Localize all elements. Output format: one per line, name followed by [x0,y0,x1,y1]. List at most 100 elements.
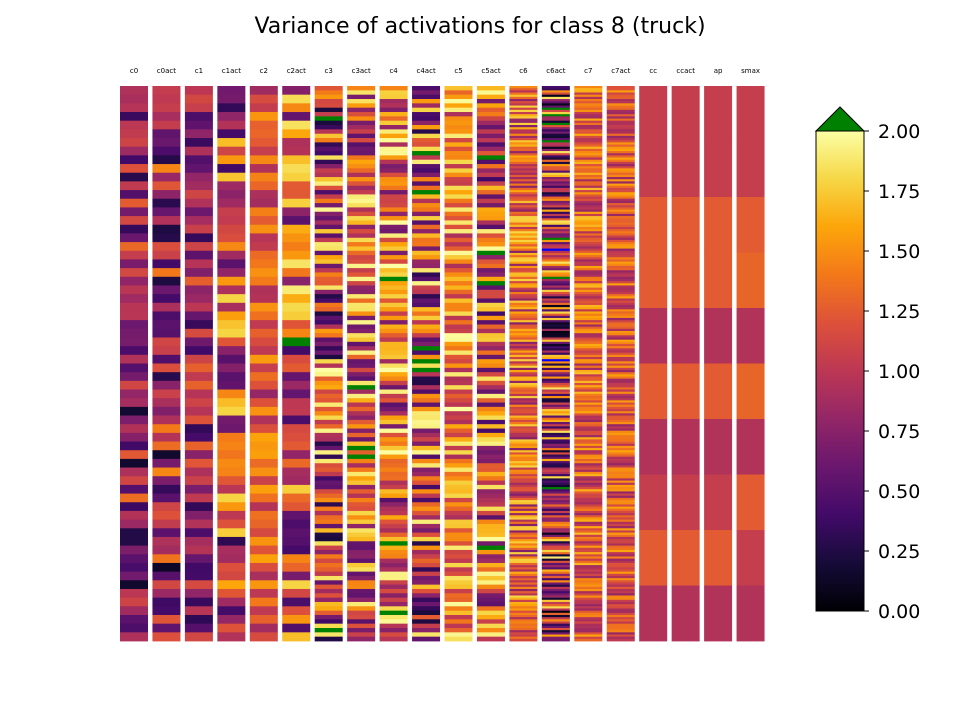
heatmap-cell [184,320,213,330]
heatmap-cell [606,92,635,96]
heatmap-cell [541,476,570,479]
heatmap-cell [217,389,246,399]
heatmap-cell [249,276,278,286]
heatmap-cell [152,120,181,130]
heatmap-cell [509,114,538,117]
heatmap-cell [509,268,538,271]
heatmap-cell [574,107,603,111]
heatmap-cell [120,259,148,269]
heatmap-cell [412,554,441,560]
heatmap-cell [347,164,376,169]
heatmap-cell [379,333,408,338]
heatmap-cell [671,530,700,586]
heatmap-cell [444,328,473,334]
heatmap-cell [541,242,570,245]
heatmap-cell [541,203,570,206]
heatmap-cell [412,419,441,425]
heatmap-cell [217,450,246,460]
heatmap-cell [282,233,311,243]
heatmap-cell [606,272,635,276]
heatmap-cell [509,348,538,351]
heatmap-cell [282,207,311,217]
heatmap-cell [541,528,570,531]
heatmap-cell [476,463,505,468]
heatmap-cell [476,380,505,386]
heatmap-cell [509,343,538,347]
column-label-ap: ap [714,67,723,75]
heatmap-cell [476,315,505,321]
heatmap-cell [184,510,213,520]
heatmap-cell [541,272,570,276]
heatmap-cell [574,584,603,588]
heatmap-cell [152,138,181,148]
heatmap-cell [184,580,213,590]
heatmap-cell [314,406,343,412]
heatmap-cell [574,636,603,640]
heatmap-cell [541,595,570,599]
heatmap-cell [509,484,538,488]
heatmap-cell [120,632,148,642]
heatmap-cell [282,389,311,399]
heatmap-cell [379,549,408,555]
heatmap-cell [379,489,408,494]
heatmap-cell [412,151,441,156]
heatmap-cell [509,415,538,419]
heatmap-cell [574,335,603,338]
heatmap-cell [574,435,603,438]
heatmap-cell [606,391,635,395]
heatmap-cell [574,482,603,486]
heatmap-cell [541,157,570,161]
heatmap-cell [412,211,441,217]
heatmap-cell [574,153,603,156]
heatmap-cell [574,393,603,397]
heatmap-cell [509,612,538,616]
heatmap-cell [444,346,473,351]
heatmap-cell [606,265,635,269]
heatmap-cell [314,454,343,460]
heatmap-cell [606,222,635,226]
heatmap-cell [444,398,473,403]
heatmap-cell [639,474,668,531]
heatmap-cell [282,181,311,191]
heatmap-cell [444,311,473,317]
heatmap-cell [509,179,538,182]
heatmap-cell [541,174,570,178]
heatmap-cell [574,480,603,484]
heatmap-cell [379,363,408,369]
heatmap-cell [412,627,441,633]
heatmap-cell [379,298,408,304]
heatmap-cell [606,361,635,364]
heatmap-cell [347,567,376,573]
heatmap-cell [606,582,635,586]
heatmap-cell [541,491,570,494]
heatmap-cell [509,307,538,310]
heatmap-cell [509,437,538,440]
heatmap-cell [379,445,408,451]
heatmap-cell [509,413,538,416]
heatmap-cell [444,320,473,325]
heatmap-cell [347,441,376,447]
heatmap-cell [314,94,343,100]
heatmap-cell [606,209,635,213]
heatmap-cell [412,528,441,534]
heatmap-cell [574,233,603,236]
heatmap-cell [476,125,505,130]
heatmap-cell [444,519,473,525]
heatmap-cell [541,274,570,278]
heatmap-cell [606,317,635,321]
heatmap-cell [606,573,635,577]
heatmap-cell [509,396,538,399]
heatmap-cell [476,155,505,161]
heatmap-cell [412,614,441,620]
heatmap-cell [509,376,538,380]
heatmap-cell [509,302,538,306]
heatmap-cell [347,406,376,412]
heatmap-cell [476,298,505,304]
heatmap-cell [120,580,148,590]
heatmap-cell [412,437,441,442]
heatmap-cell [509,608,538,612]
heatmap-cell [509,155,538,158]
heatmap-cell [541,541,570,544]
heatmap-cell [541,430,570,434]
heatmap-cell [444,415,473,421]
